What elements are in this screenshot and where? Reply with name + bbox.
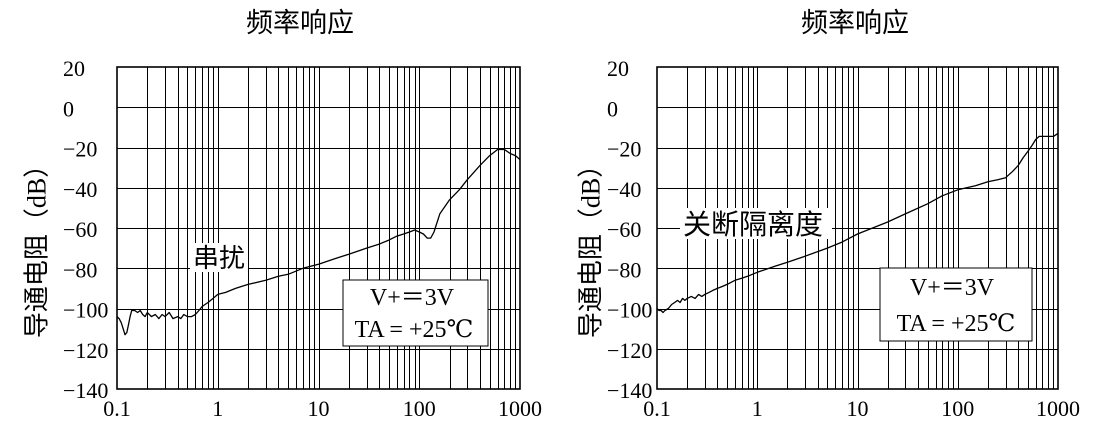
y-tick-label: −40: [607, 177, 641, 202]
x-tick-label: 10: [308, 396, 330, 421]
x-tick-label: 100: [941, 396, 974, 421]
curve-label: 串扰: [193, 244, 245, 273]
y-tick-label: 20: [607, 56, 629, 81]
y-tick-label: −100: [607, 298, 652, 323]
chart-title: 频率响应: [246, 8, 354, 38]
y-tick-label: 0: [607, 96, 618, 121]
y-tick-label: 20: [63, 56, 85, 81]
chart-crosstalk: 频率响应 导通电阻（dB） 20 0 −20 −40 −60 −80 −100 −120 −14…: [23, 8, 543, 421]
condition-ambient-temperature: TA = +25℃: [897, 311, 1016, 337]
series-line: [656, 132, 1059, 314]
conditions-box: [879, 267, 1033, 342]
y-axis-label: 导通电阻（dB）: [23, 152, 52, 338]
x-tick-label: 10: [847, 396, 869, 421]
curve-label-background: [680, 208, 832, 239]
y-axis-label: 导通电阻（dB）: [577, 152, 606, 338]
y-tick-label: −80: [607, 257, 641, 282]
y-tick-label: −120: [63, 338, 108, 363]
y-tick-label: 0: [63, 96, 74, 121]
x-tick-label: 100: [403, 396, 436, 421]
conditions-box: [342, 279, 489, 347]
plot-frame: [116, 66, 521, 390]
y-tick-label: −140: [607, 378, 652, 403]
y-tick-label: −60: [63, 217, 97, 242]
condition-supply-voltage: V+＝3V: [910, 275, 995, 301]
condition-supply-voltage: V+＝3V: [370, 285, 455, 311]
x-tick-label: 1000: [498, 396, 542, 421]
chart-title: 频率响应: [801, 8, 909, 38]
x-tick-label: 0.1: [643, 396, 671, 421]
chart-off-isolation: 频率响应 导通电阻（dB） 20 0 −20 −40 −60 −80 −100 −120 −14…: [577, 8, 1081, 421]
x-tick-label: 1: [212, 396, 223, 421]
plot-frame: [656, 66, 1059, 390]
condition-ambient-temperature: TA = +25℃: [355, 317, 474, 343]
y-tick-label: −60: [607, 217, 641, 242]
y-tick-label: −20: [607, 137, 641, 162]
y-tick-label: −40: [63, 177, 97, 202]
series-group: [656, 132, 1059, 314]
curve-label: 关断隔离度: [683, 209, 823, 241]
y-tick-label: −140: [63, 378, 108, 403]
y-tick-label: −120: [607, 338, 652, 363]
x-tick-label: 0.1: [103, 396, 131, 421]
y-tick-label: −20: [63, 137, 97, 162]
x-tick-label: 1000: [1036, 396, 1080, 421]
y-tick-label: −80: [63, 257, 97, 282]
curve-label-background: [190, 243, 248, 272]
x-tick-label: 1: [752, 396, 763, 421]
series-group: [116, 148, 521, 336]
y-tick-label: −100: [63, 298, 108, 323]
series-line: [116, 148, 521, 336]
